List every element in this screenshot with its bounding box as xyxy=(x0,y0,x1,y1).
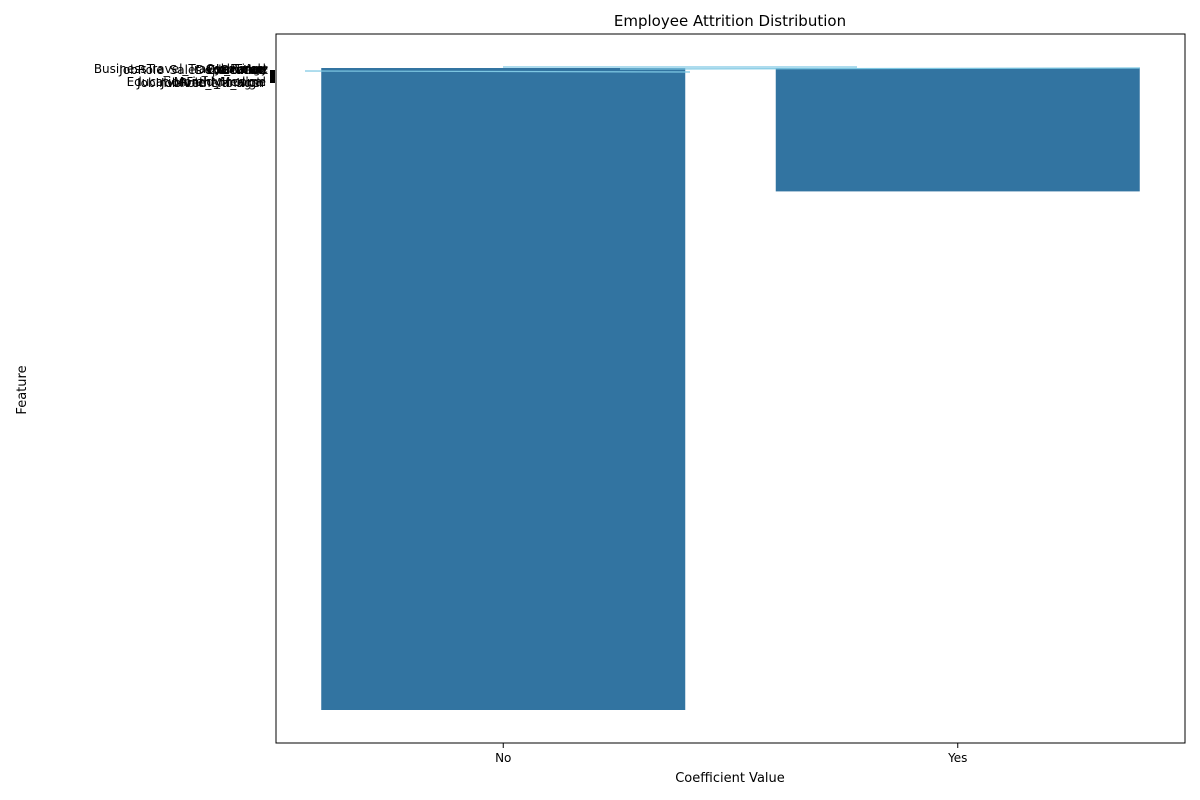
x-axis-ticks: No Yes xyxy=(495,743,967,765)
feature-label: Department xyxy=(195,63,268,77)
overlay-line-0 xyxy=(304,70,691,73)
feature-label: MonthlyIncome xyxy=(174,75,266,89)
overlapping-feature-labels: BusinessTravel_Travel_RarelyJobRole_Sale… xyxy=(94,62,275,90)
feature-label: JobInvolvement_High xyxy=(136,76,264,90)
x-tick-label-no: No xyxy=(495,751,511,765)
overlay-lines-group xyxy=(304,66,1141,73)
feature-label: Education xyxy=(206,63,266,77)
bar-yes xyxy=(775,68,1140,192)
x-axis-label: Coefficient Value xyxy=(675,771,785,786)
feature-label: JobRole_Sales_Executive xyxy=(118,63,266,77)
y-tick-mark-0 xyxy=(270,70,275,77)
feature-label: BusinessTravel_Travel_Rarely xyxy=(94,62,268,76)
plot-frame xyxy=(275,33,1186,744)
chart-title: Employee Attrition Distribution xyxy=(614,12,846,30)
y-tick-mark-1 xyxy=(270,76,275,83)
feature-label: EducationField_Medical xyxy=(127,75,266,89)
overlay-line-2 xyxy=(619,67,1141,70)
feature-label: Age xyxy=(245,62,268,76)
feature-label: JobRole_Manager xyxy=(160,76,264,90)
feature-label: Gender xyxy=(220,63,264,77)
feature-label: JobLevel xyxy=(215,62,266,76)
bars-group xyxy=(321,68,1140,710)
x-tick-label-yes: Yes xyxy=(947,751,967,765)
bar-no xyxy=(321,68,686,710)
y-axis-label: Feature xyxy=(15,365,30,414)
feature-label: OverTime xyxy=(206,62,264,76)
